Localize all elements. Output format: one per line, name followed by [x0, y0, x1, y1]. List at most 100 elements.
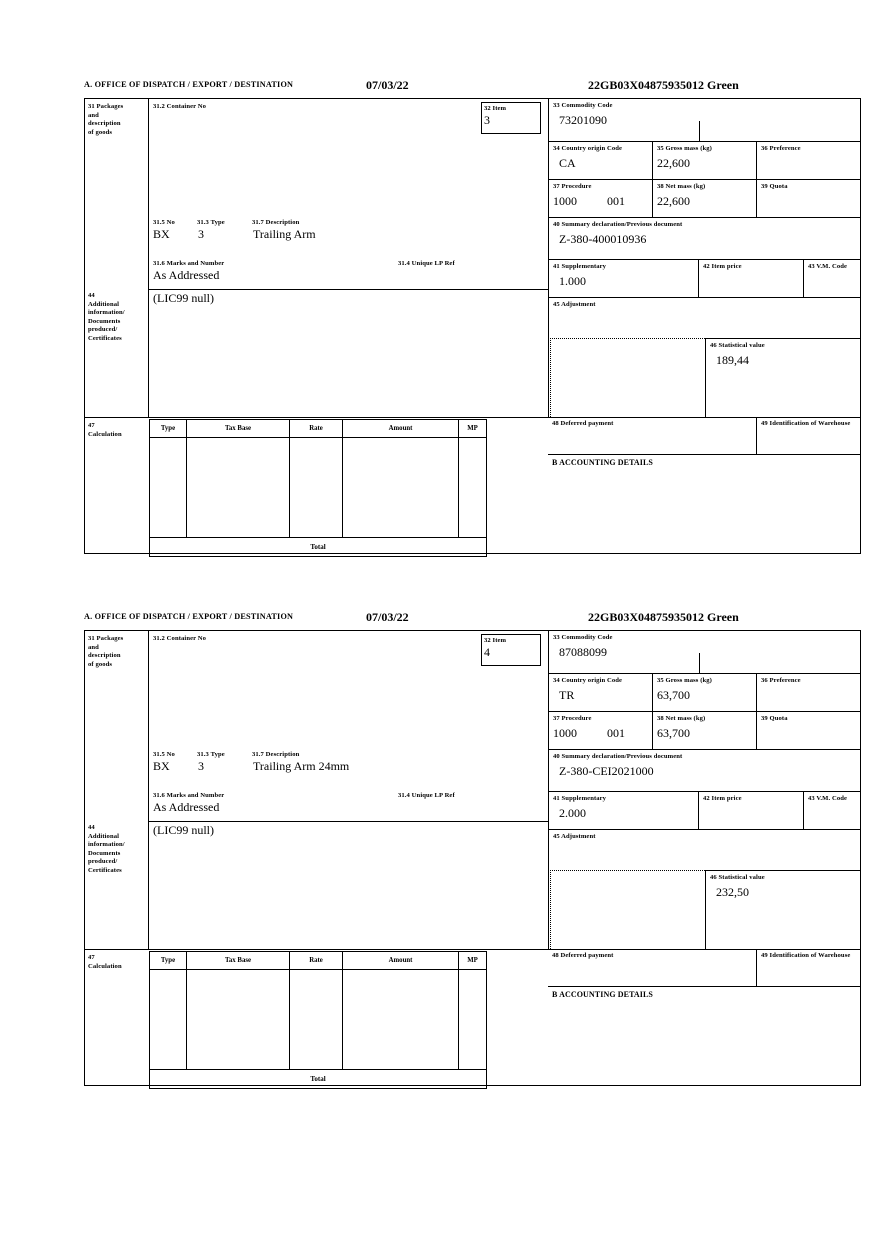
item-number-label: 32 Item — [484, 105, 507, 112]
box34-country-origin: 34 Country origin Code CA — [549, 142, 653, 180]
divider-b44-b47 — [85, 417, 860, 419]
commodity-code-label: 33 Commodity Code — [553, 102, 613, 109]
procedure-additional-value: 001 — [607, 726, 625, 740]
gross-mass-label: 35 Gross mass (kg) — [657, 677, 712, 684]
declaration-date: 07/03/22 — [366, 78, 409, 92]
previous-document-label: 40 Summary declaration/Previous document — [553, 221, 683, 228]
calculation-total-row: Total — [149, 537, 487, 557]
container-no-label: 31.2 Container No — [153, 635, 207, 642]
deferred-payment-label: 48 Deferred payment — [552, 420, 614, 427]
supplementary-label: 41 Supplementary — [553, 263, 607, 270]
box35-gross-mass: 35 Gross mass (kg) 22,600 — [653, 142, 757, 180]
box43-vm-code: 43 V.M. Code — [804, 792, 860, 830]
divider-b31-b44 — [148, 821, 549, 823]
cell-rate — [289, 969, 343, 1070]
box41-supplementary: 41 Supplementary 2.000 — [549, 792, 699, 830]
box48-deferred-payment: 48 Deferred payment — [548, 417, 757, 455]
quota-label: 39 Quota — [761, 183, 788, 190]
box45-adjustment: 45 Adjustment — [549, 298, 860, 338]
procedure-value: 1000 — [553, 194, 577, 208]
adjustment-label: 45 Adjustment — [553, 833, 596, 840]
procedure-label: 37 Procedure — [553, 183, 592, 190]
cell-mp — [458, 437, 487, 538]
box31-goods-description: 31.2 Container No 31.5 No 31.3 Type 31.7… — [149, 99, 549, 289]
box38-net-mass: 38 Net mass (kg) 22,600 — [653, 180, 757, 218]
deferred-payment-label: 48 Deferred payment — [552, 952, 614, 959]
item-number-label: 32 Item — [484, 637, 507, 644]
goods-description-value: Trailing Arm — [253, 227, 316, 241]
cell-type — [149, 437, 187, 538]
column-header-rate: Rate — [289, 419, 343, 438]
form-header: A. OFFICE OF DISPATCH / EXPORT / DESTINA… — [84, 610, 861, 630]
column-header-mp: MP — [458, 419, 487, 438]
box31-goods-description: 31.2 Container No 31.5 No 31.3 Type 31.7… — [149, 631, 549, 821]
office-of-dispatch-label: A. OFFICE OF DISPATCH / EXPORT / DESTINA… — [84, 612, 294, 621]
procedure-value: 1000 — [553, 726, 577, 740]
box39-quota: 39 Quota — [757, 712, 860, 750]
column-header-type: Type — [149, 951, 187, 970]
calculation-header-row: Type Tax Base Rate Amount MP — [149, 951, 487, 970]
box44-label: 44 Additional information/ Documents pro… — [88, 824, 125, 874]
box40-previous-document: 40 Summary declaration/Previous document… — [549, 218, 860, 260]
box45-adjustment: 45 Adjustment — [549, 830, 860, 870]
net-mass-value: 63,700 — [657, 726, 690, 740]
declaration-frame: 31 Packages and description of goods 44 … — [84, 630, 861, 1089]
box47-label: 47 Calculation — [88, 422, 122, 438]
customs-declaration-form: A. OFFICE OF DISPATCH / EXPORT / DESTINA… — [84, 78, 861, 557]
box47-calculation-table: Type Tax Base Rate Amount MP Total — [149, 951, 487, 1089]
cell-amount — [342, 437, 459, 538]
cell-rate — [289, 437, 343, 538]
box31-label: 31 Packages and description of goods — [88, 635, 124, 668]
box47-calculation-table: Type Tax Base Rate Amount MP Total — [149, 419, 487, 557]
unique-lp-ref-label: 31.4 Unique LP Ref — [398, 792, 455, 799]
box44-additional-information-value: (LIC99 null) — [153, 823, 214, 837]
box39-quota: 39 Quota — [757, 180, 860, 218]
package-count-value: 3 — [198, 759, 204, 773]
calculation-header-row: Type Tax Base Rate Amount MP — [149, 419, 487, 438]
cell-mp — [458, 969, 487, 1070]
gross-mass-value: 22,600 — [657, 156, 690, 170]
box36-preference: 36 Preference — [757, 674, 860, 712]
commodity-code-divider — [699, 653, 701, 674]
box47-label: 47 Calculation — [88, 954, 122, 970]
goods-description-value: Trailing Arm 24mm — [253, 759, 350, 773]
column-header-type: Type — [149, 419, 187, 438]
container-no-label: 31.2 Container No — [153, 103, 207, 110]
statistical-value-label: 46 Statistical value — [710, 342, 765, 349]
calculation-total-row: Total — [149, 1069, 487, 1089]
net-mass-value: 22,600 — [657, 194, 690, 208]
unique-lp-ref-label: 31.4 Unique LP Ref — [398, 260, 455, 267]
form-header: A. OFFICE OF DISPATCH / EXPORT / DESTINA… — [84, 78, 861, 98]
movement-reference-number: 22GB03X04875935012 Green — [588, 610, 739, 624]
gross-mass-label: 35 Gross mass (kg) — [657, 145, 712, 152]
cell-tax-base — [186, 437, 290, 538]
office-of-dispatch-label: A. OFFICE OF DISPATCH / EXPORT / DESTINA… — [84, 80, 294, 89]
box36-preference: 36 Preference — [757, 142, 860, 180]
statistical-value-amount: 232,50 — [716, 885, 749, 899]
commodity-code-value: 87088099 — [559, 645, 607, 659]
package-no-label: 31.5 No — [153, 219, 175, 226]
accounting-details-section: B ACCOUNTING DETAILS — [548, 455, 860, 553]
divider-b31-b44 — [148, 289, 549, 291]
package-type-label: 31.3 Type — [197, 751, 225, 758]
column-header-mp: MP — [458, 951, 487, 970]
net-mass-label: 38 Net mass (kg) — [657, 183, 706, 190]
item-number-value: 4 — [484, 645, 490, 659]
statistical-value-label: 46 Statistical value — [710, 874, 765, 881]
previous-document-label: 40 Summary declaration/Previous document — [553, 753, 683, 760]
package-type-label: 31.3 Type — [197, 219, 225, 226]
box44-additional-information-value: (LIC99 null) — [153, 291, 214, 305]
country-origin-value: CA — [559, 156, 576, 170]
item-price-label: 42 Item price — [703, 795, 742, 802]
cell-type — [149, 969, 187, 1070]
item-number-value: 3 — [484, 113, 490, 127]
country-origin-value: TR — [559, 688, 575, 702]
box49-warehouse-id: 49 Identification of Warehouse — [757, 949, 861, 987]
box46-statistical-value: 46 Statistical value 232,50 — [705, 870, 860, 949]
box49-warehouse-id: 49 Identification of Warehouse — [757, 417, 861, 455]
package-type-value: BX — [153, 759, 170, 773]
commodity-code-value: 73201090 — [559, 113, 607, 127]
box32-item-number: 32 Item 4 — [481, 634, 541, 666]
box43-vm-code: 43 V.M. Code — [804, 260, 860, 298]
box32-item-number: 32 Item 3 — [481, 102, 541, 134]
